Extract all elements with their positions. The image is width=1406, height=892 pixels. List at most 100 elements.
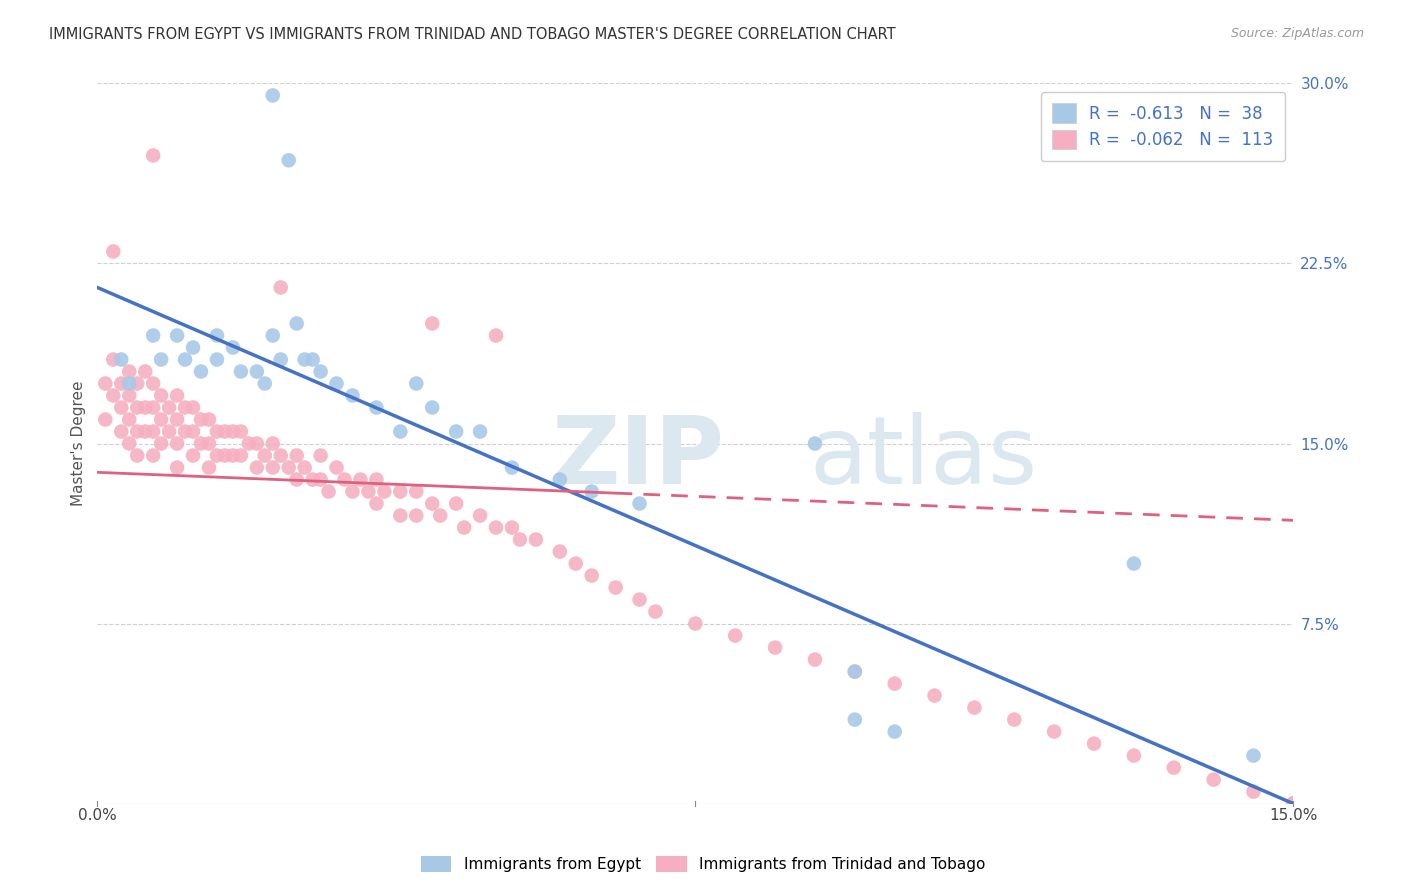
Point: [118, 388, 141, 402]
Point: [118, 364, 141, 378]
Point: [103, 352, 125, 367]
Point: [214, 449, 236, 463]
Point: [294, 352, 316, 367]
Point: [373, 484, 395, 499]
Point: [309, 364, 332, 378]
Point: [844, 665, 866, 679]
Point: [405, 508, 427, 523]
Point: [181, 449, 204, 463]
Point: [253, 449, 276, 463]
Point: [420, 317, 443, 331]
Point: [174, 401, 197, 415]
Point: [174, 352, 197, 367]
Text: Source: ZipAtlas.com: Source: ZipAtlas.com: [1230, 27, 1364, 40]
Point: [581, 568, 603, 582]
Point: [883, 724, 905, 739]
Point: [1163, 761, 1185, 775]
Point: [485, 520, 508, 534]
Point: [285, 473, 308, 487]
Point: [349, 473, 371, 487]
Text: IMMIGRANTS FROM EGYPT VS IMMIGRANTS FROM TRINIDAD AND TOBAGO MASTER'S DEGREE COR: IMMIGRANTS FROM EGYPT VS IMMIGRANTS FROM…: [49, 27, 896, 42]
Point: [142, 401, 165, 415]
Point: [94, 376, 117, 391]
Point: [628, 592, 651, 607]
Point: [685, 616, 707, 631]
Point: [238, 436, 260, 450]
Point: [453, 520, 475, 534]
Point: [342, 484, 364, 499]
Point: [205, 352, 228, 367]
Point: [294, 460, 316, 475]
Point: [724, 629, 747, 643]
Point: [127, 425, 149, 439]
Point: [134, 401, 156, 415]
Point: [333, 473, 356, 487]
Point: [262, 88, 284, 103]
Point: [127, 376, 149, 391]
Point: [181, 401, 204, 415]
Point: [1282, 797, 1305, 811]
Point: [229, 425, 252, 439]
Point: [270, 352, 292, 367]
Point: [628, 497, 651, 511]
Point: [157, 425, 180, 439]
Point: [222, 449, 245, 463]
Point: [110, 401, 132, 415]
Point: [389, 484, 412, 499]
Point: [501, 520, 523, 534]
Point: [246, 364, 269, 378]
Point: [1282, 797, 1305, 811]
Point: [405, 376, 427, 391]
Point: [166, 436, 188, 450]
Point: [222, 341, 245, 355]
Point: [420, 497, 443, 511]
Point: [262, 460, 284, 475]
Point: [366, 473, 388, 487]
Point: [270, 280, 292, 294]
Point: [509, 533, 531, 547]
Point: [844, 713, 866, 727]
Point: [301, 473, 323, 487]
Point: [150, 412, 173, 426]
Point: [1282, 797, 1305, 811]
Point: [118, 436, 141, 450]
Point: [246, 460, 269, 475]
Point: [134, 425, 156, 439]
Point: [1083, 737, 1105, 751]
Point: [605, 581, 627, 595]
Point: [1043, 724, 1066, 739]
Point: [644, 605, 666, 619]
Point: [157, 401, 180, 415]
Text: atlas: atlas: [808, 412, 1038, 504]
Point: [181, 341, 204, 355]
Point: [198, 436, 221, 450]
Point: [214, 425, 236, 439]
Point: [285, 449, 308, 463]
Point: [166, 460, 188, 475]
Point: [444, 425, 467, 439]
Point: [524, 533, 547, 547]
Point: [804, 436, 827, 450]
Point: [309, 473, 332, 487]
Point: [485, 328, 508, 343]
Point: [166, 328, 188, 343]
Point: [110, 425, 132, 439]
Point: [150, 388, 173, 402]
Point: [262, 436, 284, 450]
Legend: Immigrants from Egypt, Immigrants from Trinidad and Tobago: Immigrants from Egypt, Immigrants from T…: [413, 848, 993, 880]
Point: [844, 665, 866, 679]
Point: [548, 473, 571, 487]
Point: [103, 244, 125, 259]
Point: [325, 460, 347, 475]
Point: [389, 508, 412, 523]
Point: [405, 484, 427, 499]
Point: [205, 449, 228, 463]
Point: [366, 497, 388, 511]
Point: [150, 352, 173, 367]
Point: [205, 328, 228, 343]
Point: [924, 689, 946, 703]
Point: [1122, 557, 1144, 571]
Point: [229, 449, 252, 463]
Point: [253, 376, 276, 391]
Point: [270, 449, 292, 463]
